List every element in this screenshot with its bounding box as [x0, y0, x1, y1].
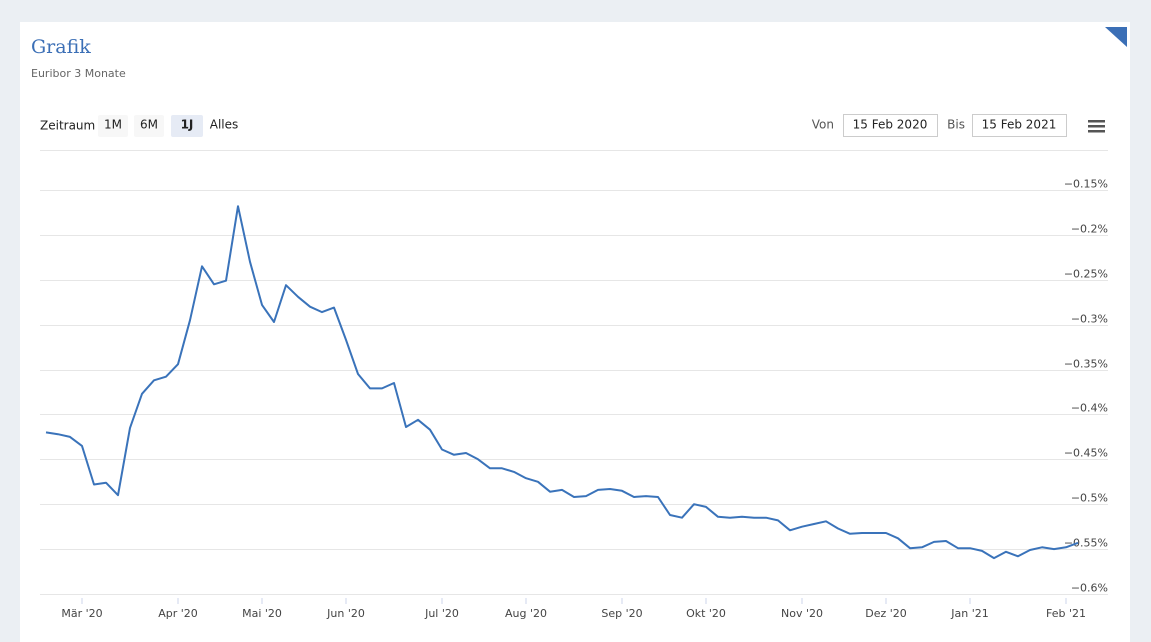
- card: [20, 22, 1130, 642]
- x-tick-label: Apr '20: [158, 607, 198, 620]
- to-input[interactable]: [972, 114, 1067, 137]
- menu-bar[interactable]: [1088, 130, 1105, 133]
- to-label: Bis: [947, 118, 965, 132]
- range-button-label[interactable]: 6M: [140, 118, 158, 132]
- range-button-label[interactable]: 1M: [104, 118, 122, 132]
- x-tick-label: Jan '21: [950, 607, 988, 620]
- range-label: Zeitraum: [40, 119, 95, 133]
- x-tick-label: Mai '20: [242, 607, 282, 620]
- from-date[interactable]: 15 Feb 2020: [853, 118, 928, 132]
- from-label: Von: [812, 118, 834, 132]
- to-date[interactable]: 15 Feb 2021: [982, 118, 1057, 132]
- y-tick-label: −0.35%: [1064, 358, 1108, 371]
- y-tick-label: −0.15%: [1064, 178, 1108, 191]
- range-button-active[interactable]: [171, 115, 203, 137]
- x-tick-label: Feb '21: [1046, 607, 1086, 620]
- y-tick-label: −0.3%: [1071, 313, 1108, 326]
- line-series: [45, 205, 1079, 560]
- x-tick-label: Mär '20: [61, 607, 102, 620]
- y-tick-label: −0.4%: [1071, 402, 1108, 415]
- range-button[interactable]: [134, 115, 164, 137]
- range-button[interactable]: [98, 115, 128, 137]
- menu-button[interactable]: [1088, 120, 1105, 133]
- menu-bar[interactable]: [1088, 125, 1105, 128]
- menu-bar[interactable]: [1088, 120, 1105, 123]
- x-tick-label: Dez '20: [865, 607, 907, 620]
- from-input[interactable]: [843, 114, 938, 137]
- x-tick-label: Okt '20: [686, 607, 726, 620]
- x-tick-label: Sep '20: [601, 607, 642, 620]
- y-tick-label: −0.55%: [1064, 537, 1108, 550]
- range-button-label[interactable]: 1J: [181, 118, 194, 132]
- range-button-label[interactable]: Alles: [210, 118, 239, 132]
- chart-subtitle: Euribor 3 Monate: [31, 67, 126, 80]
- x-tick-label: Aug '20: [505, 607, 547, 620]
- y-tick-label: −0.6%: [1071, 582, 1108, 595]
- y-tick-label: −0.2%: [1071, 223, 1108, 236]
- chart-title: Grafik: [31, 36, 91, 58]
- x-tick-label: Nov '20: [781, 607, 823, 620]
- y-tick-label: −0.25%: [1064, 268, 1108, 281]
- x-tick-label: Jul '20: [424, 607, 459, 620]
- y-tick-label: −0.5%: [1071, 492, 1108, 505]
- corner-marker: [1105, 27, 1127, 47]
- x-tick-label: Jun '20: [326, 607, 365, 620]
- y-tick-label: −0.45%: [1064, 447, 1108, 460]
